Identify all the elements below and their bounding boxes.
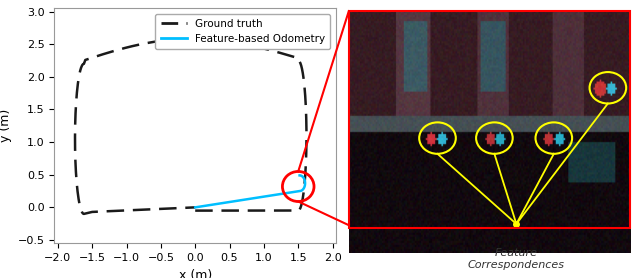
Legend: Ground truth, Feature-based Odometry: Ground truth, Feature-based Odometry (156, 14, 330, 49)
Y-axis label: y (m): y (m) (0, 109, 12, 142)
X-axis label: x (m): x (m) (179, 269, 212, 278)
Text: Feature
Correspondences: Feature Correspondences (468, 248, 565, 270)
